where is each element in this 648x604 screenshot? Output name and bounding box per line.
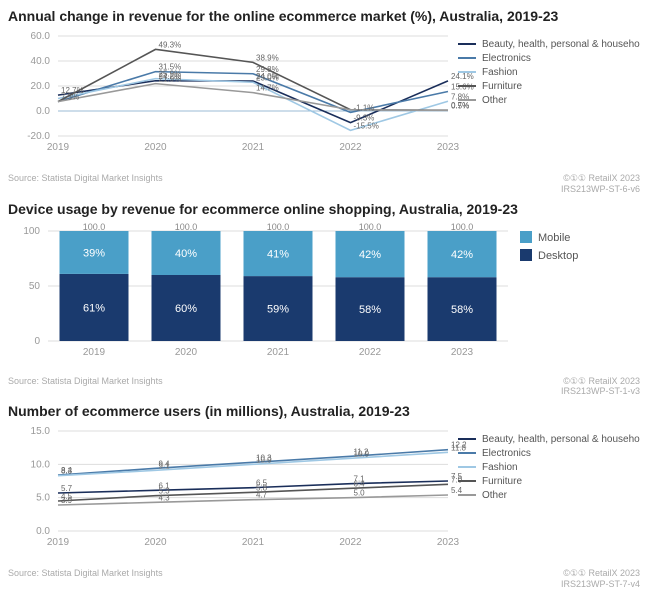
svg-text:100.0: 100.0 [267, 222, 290, 232]
svg-text:61%: 61% [83, 302, 105, 314]
chart-revenue-change: Annual change in revenue for the online … [8, 8, 640, 195]
svg-text:58%: 58% [451, 304, 473, 316]
chart2-title: Device usage by revenue for ecommerce on… [8, 201, 640, 217]
svg-text:100.0: 100.0 [451, 222, 474, 232]
svg-text:2022: 2022 [339, 142, 362, 153]
chart-device-usage: Device usage by revenue for ecommerce on… [8, 201, 640, 398]
svg-text:Beauty, health, personal & hou: Beauty, health, personal & household car… [482, 434, 640, 445]
svg-text:5.4: 5.4 [451, 486, 463, 495]
chart2-footer: Source: Statista Digital Market Insights… [8, 376, 640, 398]
svg-text:23.0%: 23.0% [256, 73, 279, 82]
svg-text:Desktop: Desktop [538, 250, 578, 262]
svg-text:41%: 41% [267, 248, 289, 260]
svg-text:5.0: 5.0 [36, 493, 50, 504]
svg-text:10.0: 10.0 [256, 456, 272, 465]
chart3-svg: 0.05.010.015.0201920202021202220235.76.1… [8, 421, 640, 561]
svg-text:100.0: 100.0 [359, 222, 382, 232]
svg-text:7.5%: 7.5% [61, 93, 79, 102]
svg-text:50: 50 [29, 281, 41, 292]
svg-text:14.7%: 14.7% [256, 84, 279, 93]
svg-text:2020: 2020 [144, 142, 167, 153]
svg-text:2021: 2021 [242, 142, 265, 153]
chart3-footer: Source: Statista Digital Market Insights… [8, 568, 640, 590]
svg-text:Furniture: Furniture [482, 81, 522, 92]
svg-text:Furniture: Furniture [482, 476, 522, 487]
svg-text:4.7: 4.7 [256, 491, 268, 500]
svg-text:Electronics: Electronics [482, 448, 531, 459]
svg-text:Fashion: Fashion [482, 67, 518, 78]
svg-text:2019: 2019 [47, 537, 70, 548]
svg-text:10.0: 10.0 [31, 460, 51, 471]
chart1-ref: ©①① RetailX 2023IRS213WP-ST-6-v6 [561, 173, 640, 195]
svg-text:24.1%: 24.1% [451, 72, 474, 81]
svg-text:2022: 2022 [359, 347, 382, 358]
svg-text:38.9%: 38.9% [256, 53, 279, 62]
chart1-source: Source: Statista Digital Market Insights [8, 173, 163, 195]
svg-text:9.1: 9.1 [159, 462, 171, 471]
chart3-ref: ©①① RetailX 2023IRS213WP-ST-7-v4 [561, 568, 640, 590]
svg-text:Electronics: Electronics [482, 53, 531, 64]
svg-text:2022: 2022 [339, 537, 362, 548]
svg-text:0.0: 0.0 [36, 526, 50, 537]
chart3-source: Source: Statista Digital Market Insights [8, 568, 163, 590]
svg-text:2023: 2023 [437, 537, 460, 548]
svg-text:3.9: 3.9 [61, 496, 73, 505]
svg-text:Mobile: Mobile [538, 232, 570, 244]
svg-text:6.4: 6.4 [354, 480, 366, 489]
svg-text:21.9%: 21.9% [159, 75, 182, 84]
svg-text:59%: 59% [267, 303, 289, 315]
svg-text:2020: 2020 [175, 347, 198, 358]
svg-text:11.8: 11.8 [451, 444, 467, 453]
svg-text:-15.5%: -15.5% [354, 121, 379, 130]
svg-text:2023: 2023 [437, 142, 460, 153]
svg-text:8.3: 8.3 [61, 467, 73, 476]
svg-text:2021: 2021 [242, 537, 265, 548]
chart1-title: Annual change in revenue for the online … [8, 8, 640, 24]
svg-text:60.0: 60.0 [31, 31, 51, 42]
chart1-svg: -20.0 0.0 20.0 40.0 60.0 2019 2020 2021 2022 2023… [8, 26, 640, 166]
svg-text:-20.0: -20.0 [27, 131, 50, 142]
chart2-source: Source: Statista Digital Market Insights [8, 376, 163, 398]
svg-text:0.5%: 0.5% [451, 101, 469, 110]
svg-text:60%: 60% [175, 303, 197, 315]
svg-text:100.0: 100.0 [83, 222, 106, 232]
svg-text:100.0: 100.0 [175, 222, 198, 232]
svg-text:42%: 42% [451, 249, 473, 261]
svg-text:15.0: 15.0 [31, 426, 51, 437]
svg-text:5.0: 5.0 [354, 489, 366, 498]
svg-text:2019: 2019 [83, 347, 106, 358]
svg-text:0.0: 0.0 [36, 106, 50, 117]
chart-users: Number of ecommerce users (in millions),… [8, 403, 640, 590]
svg-text:Other: Other [482, 490, 508, 501]
svg-text:42%: 42% [359, 249, 381, 261]
svg-text:2021: 2021 [267, 347, 290, 358]
svg-text:40.0: 40.0 [31, 56, 51, 67]
svg-text:100: 100 [23, 226, 40, 237]
chart2-ref: ©①① RetailX 2023IRS213WP-ST-1-v3 [561, 376, 640, 398]
svg-text:2023: 2023 [451, 347, 474, 358]
chart1-footer: Source: Statista Digital Market Insights… [8, 173, 640, 195]
svg-text:2019: 2019 [47, 142, 70, 153]
svg-text:-1.1%: -1.1% [354, 103, 375, 112]
svg-text:49.3%: 49.3% [159, 40, 182, 49]
chart2-svg: 0 50 100 61% 39% 100.0 2019 60% 40% 100.0 2020 59% 4… [8, 219, 640, 369]
svg-text:2020: 2020 [144, 537, 167, 548]
chart3-title: Number of ecommerce users (in millions),… [8, 403, 640, 419]
svg-text:Other: Other [482, 95, 508, 106]
svg-text:Fashion: Fashion [482, 462, 518, 473]
svg-text:Beauty, health, personal & hou: Beauty, health, personal & household car… [482, 39, 640, 50]
svg-text:40%: 40% [175, 248, 197, 260]
svg-text:4.3: 4.3 [159, 494, 171, 503]
svg-text:7.0: 7.0 [451, 476, 463, 485]
svg-text:0: 0 [34, 336, 40, 347]
svg-text:39%: 39% [83, 247, 105, 259]
svg-text:58%: 58% [359, 304, 381, 316]
svg-text:10.9: 10.9 [354, 450, 370, 459]
svg-text:20.0: 20.0 [31, 81, 51, 92]
